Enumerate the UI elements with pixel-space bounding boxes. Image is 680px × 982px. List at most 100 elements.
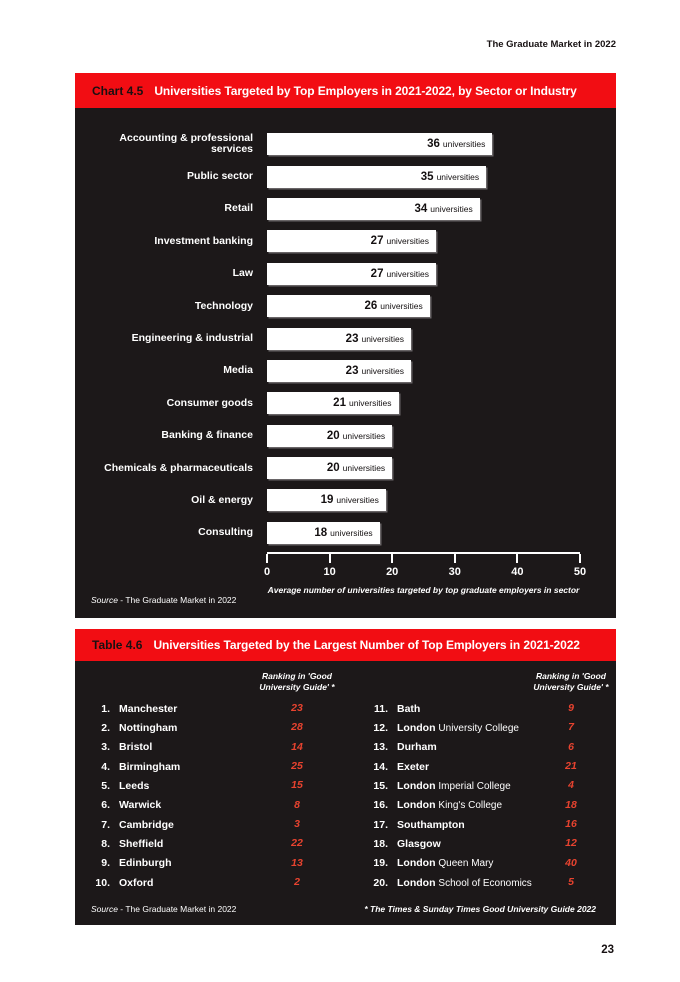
row-guide-ranking: 22: [291, 837, 303, 850]
column-header-line2: University Guide' *: [259, 682, 335, 693]
table-row: 14. Exeter 21: [363, 757, 606, 776]
bar-unit-label: universities: [380, 301, 423, 312]
bar-row: Public sector 35 universities: [75, 160, 616, 192]
row-guide-ranking: 2: [294, 876, 300, 889]
bar-label: Media: [223, 364, 253, 377]
row-rank: 16.: [373, 799, 388, 812]
axis-tick-label: 30: [448, 566, 461, 579]
row-guide-ranking: 28: [291, 721, 303, 734]
row-guide-ranking: 7: [568, 721, 574, 734]
bar-label: Public sector: [187, 170, 253, 183]
chart-tag: Chart 4.5: [92, 83, 144, 98]
bar-label: Engineering & industrial: [131, 332, 253, 345]
chart-x-axis: 0 10 20 30 40 50: [264, 552, 586, 579]
table-row: 5. Leeds 15: [85, 776, 337, 795]
bar-unit-label: universities: [386, 236, 429, 247]
row-guide-ranking: 16: [565, 818, 577, 831]
chart-source-word: Source: [91, 595, 118, 605]
table-row: 13. Durham 6: [363, 738, 606, 757]
column-header-line2: University Guide' *: [533, 682, 609, 693]
bar-unit-label: universities: [330, 527, 373, 538]
bar: 23 universities: [267, 359, 411, 382]
axis-tick-label: 20: [386, 566, 399, 579]
report-title: The Graduate Market in 2022: [486, 39, 616, 50]
table-column-left: 1. Manchester 23 2. Nottingham 28 3. Bristol 14 4…: [85, 699, 337, 892]
table-row: 20. London School of Economics 5: [363, 873, 606, 892]
bar-unit-label: universities: [436, 171, 480, 182]
bar-value: 26: [364, 300, 378, 313]
bar-label: Technology: [194, 299, 253, 312]
chart-title: Universities Targeted by Top Employers i…: [154, 83, 577, 98]
row-guide-ranking: 9: [568, 702, 574, 714]
row-university-suffix: School of Economics: [438, 877, 532, 889]
bar-unit-label: universities: [342, 430, 386, 441]
row-rank: 9.: [101, 857, 110, 870]
table-row: 19. London Queen Mary 40: [363, 854, 606, 873]
bar-row: Consulting 18 universities: [75, 517, 616, 549]
bar: 27 universities: [267, 230, 436, 253]
axis-tick-label: 40: [511, 566, 524, 579]
chart-rows: Accounting & professional services 36 univ…: [75, 128, 616, 549]
row-rank: 5.: [101, 780, 110, 793]
bar-unit-label: universities: [430, 203, 473, 214]
row-guide-ranking: 21: [565, 760, 577, 773]
axis-tick-label: 10: [323, 566, 336, 579]
table-row: 10. Oxford 2: [85, 873, 337, 892]
table-column-right: 11. Bath 9 12. London University College 7 13.…: [363, 699, 606, 892]
bar: 35 universities: [267, 165, 487, 188]
bar: 36 universities: [267, 133, 493, 156]
bar: 34 universities: [267, 197, 480, 220]
bar-label: Chemicals & pharmaceuticals: [104, 461, 253, 474]
row-university-name: London University College: [397, 722, 519, 735]
axis-tick: [453, 554, 456, 564]
row-university-suffix: Queen Mary: [438, 858, 494, 870]
chart-source: Source - The Graduate Market in 2022: [91, 595, 236, 605]
bar: 23 universities: [267, 327, 411, 350]
bar-row: Law 27 universities: [75, 258, 616, 290]
row-rank: 13.: [373, 741, 388, 754]
chart-panel: Chart 4.5 Universities Targeted by Top E…: [75, 73, 616, 618]
row-rank: 4.: [101, 760, 110, 773]
row-guide-ranking: 18: [565, 798, 577, 811]
bar: 27 universities: [267, 262, 436, 285]
row-guide-ranking: 25: [291, 760, 303, 773]
row-rank: 8.: [101, 838, 110, 851]
row-rank: 3.: [101, 741, 110, 754]
row-university-name: London King's College: [397, 799, 503, 812]
table-source-rest: - The Graduate Market in 2022: [117, 904, 237, 914]
row-guide-ranking: 6: [568, 740, 574, 753]
table-row: 18. Glasgow 12: [363, 834, 606, 853]
row-university-name: Manchester: [119, 702, 178, 715]
row-rank: 1.: [101, 702, 110, 715]
row-university-name: Bath: [397, 702, 421, 715]
table-row: 9. Edinburgh 13: [85, 854, 337, 873]
bar-row: Accounting & professional services 36 univ…: [75, 128, 616, 160]
row-guide-ranking: 3: [294, 818, 300, 831]
bar-value: 20: [326, 429, 340, 442]
table-tag: Table 4.6: [92, 638, 143, 652]
row-university-name: Birmingham: [119, 760, 181, 773]
bar-label: Banking & finance: [161, 429, 253, 442]
row-rank: 15.: [373, 780, 388, 793]
column-header-line1: Ranking in 'Good: [261, 671, 333, 681]
bar-row: Retail 34 universities: [75, 193, 616, 225]
row-university-name: Oxford: [119, 876, 154, 889]
row-university-name: London Imperial College: [397, 780, 511, 793]
row-university-suffix: Imperial College: [438, 781, 511, 793]
bar-row: Engineering & industrial 23 universities: [75, 322, 616, 354]
table-source-word: Source: [91, 904, 118, 914]
bar-value: 23: [345, 332, 359, 345]
bar-label: Oil & energy: [191, 493, 253, 506]
axis-tick: [516, 554, 519, 564]
axis-tick: [266, 554, 268, 564]
axis-tick: [579, 554, 581, 564]
bar-unit-label: universities: [342, 463, 386, 474]
row-university-suffix: University College: [438, 723, 519, 735]
row-university-name: Edinburgh: [119, 857, 172, 870]
row-rank: 6.: [101, 799, 110, 812]
bar: 20 universities: [267, 424, 393, 447]
bar-label: Retail: [224, 202, 253, 215]
bar-label: Accounting & professional services: [119, 132, 253, 156]
table-row: 12. London University College 7: [363, 718, 606, 737]
row-university-name: London School of Economics: [397, 876, 532, 889]
